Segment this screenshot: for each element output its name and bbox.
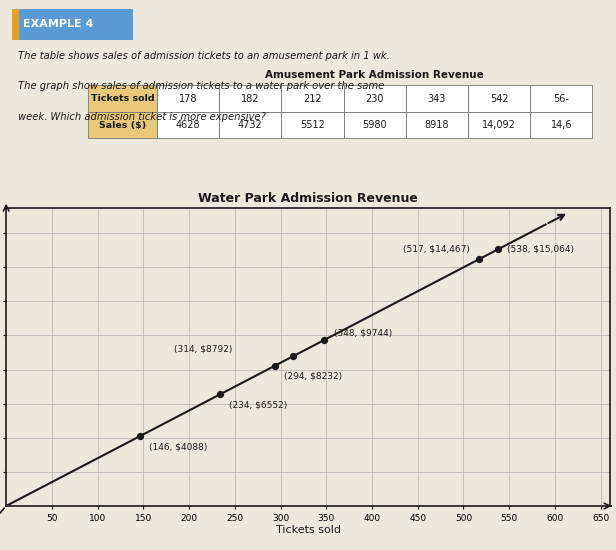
Bar xyxy=(344,112,406,139)
Text: Sales ($): Sales ($) xyxy=(99,120,146,130)
FancyBboxPatch shape xyxy=(12,9,20,40)
Text: (294, $8232): (294, $8232) xyxy=(284,371,342,381)
Bar xyxy=(344,85,406,112)
Text: (348, $9744): (348, $9744) xyxy=(334,328,392,338)
Bar xyxy=(282,112,344,139)
Text: (538, $15,064): (538, $15,064) xyxy=(508,245,574,254)
Text: 212: 212 xyxy=(303,94,322,103)
Text: (314, $8792): (314, $8792) xyxy=(174,345,233,354)
Text: (517, $14,467): (517, $14,467) xyxy=(403,245,470,254)
Bar xyxy=(157,112,219,139)
Text: 343: 343 xyxy=(428,94,446,103)
Text: 5980: 5980 xyxy=(362,120,387,130)
Text: week. Which admission ticket is more expensive?: week. Which admission ticket is more exp… xyxy=(18,112,266,122)
Text: 4732: 4732 xyxy=(238,120,262,130)
Bar xyxy=(530,85,593,112)
Text: 178: 178 xyxy=(179,94,197,103)
Bar xyxy=(468,112,530,139)
Bar xyxy=(157,85,219,112)
Bar xyxy=(87,112,157,139)
Bar xyxy=(282,85,344,112)
Text: The table shows sales of admission tickets to an amusement park in 1 wk.: The table shows sales of admission ticke… xyxy=(18,51,390,61)
Text: EXAMPLE 4: EXAMPLE 4 xyxy=(23,19,94,30)
Text: 14,092: 14,092 xyxy=(482,120,516,130)
Text: Amusement Park Admission Revenue: Amusement Park Admission Revenue xyxy=(265,69,484,80)
Bar xyxy=(406,112,468,139)
Text: Tickets sold: Tickets sold xyxy=(91,94,154,103)
X-axis label: Tickets sold: Tickets sold xyxy=(275,525,341,535)
Bar xyxy=(530,112,593,139)
Point xyxy=(320,336,330,344)
Point xyxy=(474,255,484,263)
Text: 542: 542 xyxy=(490,94,508,103)
Title: Water Park Admission Revenue: Water Park Admission Revenue xyxy=(198,192,418,205)
Bar xyxy=(406,85,468,112)
Text: 8918: 8918 xyxy=(424,120,449,130)
Point xyxy=(493,245,503,254)
Text: 14,6: 14,6 xyxy=(551,120,572,130)
Text: 5512: 5512 xyxy=(300,120,325,130)
Text: 56-: 56- xyxy=(553,94,569,103)
Bar xyxy=(87,85,157,112)
Text: 230: 230 xyxy=(365,94,384,103)
Text: 4628: 4628 xyxy=(176,120,200,130)
Point xyxy=(215,390,225,399)
Text: The graph show sales of admission tickets to a water park over the same: The graph show sales of admission ticket… xyxy=(18,81,384,91)
FancyBboxPatch shape xyxy=(12,9,133,40)
Point xyxy=(270,361,280,370)
Point xyxy=(288,351,298,360)
Text: 182: 182 xyxy=(241,94,259,103)
Bar xyxy=(219,85,282,112)
Text: (234, $6552): (234, $6552) xyxy=(229,400,288,409)
Bar xyxy=(468,85,530,112)
Text: (146, $4088): (146, $4088) xyxy=(149,442,207,451)
Bar xyxy=(219,112,282,139)
Point xyxy=(135,432,145,441)
